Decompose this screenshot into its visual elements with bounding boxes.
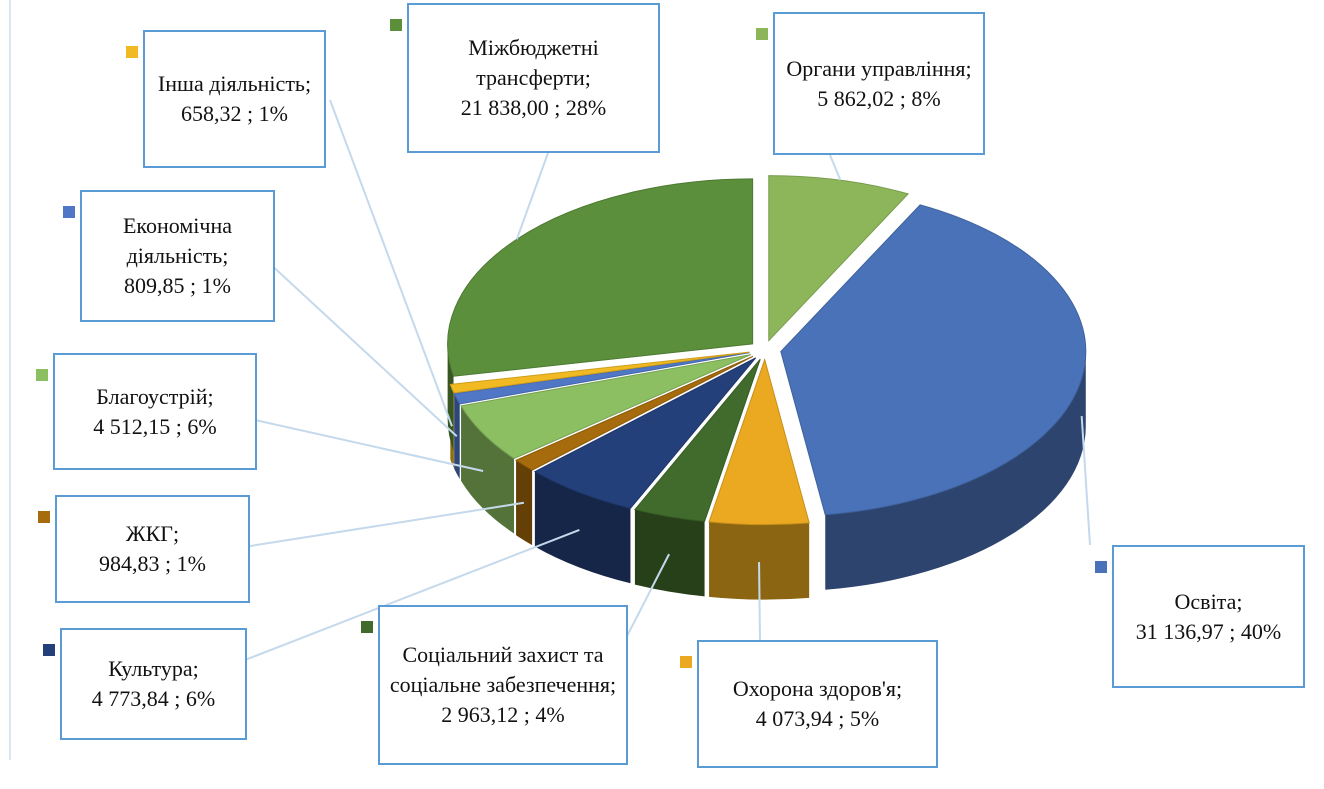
label-text: Благоустрій; 4 512,15 ; 6%: [93, 382, 216, 442]
label-text: Міжбюджетні трансферти; 21 838,00 ; 28%: [415, 33, 652, 123]
leader-line: [224, 501, 525, 551]
label-percent: ; 40%: [1229, 618, 1282, 644]
label-category: Соціальний захист та соціальне забезпече…: [389, 642, 617, 697]
label-category: Охорона здоров'я;: [732, 676, 903, 701]
label-text: Органи управління; 5 862,02 ; 8%: [786, 54, 971, 114]
label-text: Освіта; 31 136,97 ; 40%: [1136, 587, 1281, 647]
slice: [453, 352, 750, 405]
slice: [708, 357, 810, 526]
label-percent: ; 1%: [190, 273, 231, 298]
label-percent: ; 28%: [554, 95, 607, 120]
label-value: 5 862,02: [817, 85, 895, 111]
leader-line: [244, 529, 580, 661]
label-value: 4 073,94: [755, 706, 833, 731]
leader-line: [1080, 415, 1091, 546]
slice: [447, 178, 754, 377]
label-value: 31 136,97: [1135, 618, 1224, 644]
label-text: Культура; 4 773,84 ; 6%: [92, 654, 215, 714]
slice-side: [454, 393, 460, 479]
legend-swatch: [126, 46, 138, 58]
label-text: Соціальний захист та соціальне забезпече…: [386, 640, 620, 730]
slice: [460, 354, 752, 460]
data-label: ЖКГ; 984,83 ; 1%: [55, 495, 250, 603]
label-text: Інша діяльність; 658,32 ; 1%: [158, 69, 311, 129]
slice: [634, 358, 761, 522]
slice: [768, 175, 910, 342]
label-value: 984,83: [99, 551, 160, 576]
label-value: 2 963,12: [441, 702, 519, 727]
slice: [449, 351, 750, 394]
slice-sides: [447, 343, 1086, 600]
slice-side: [534, 471, 631, 584]
data-label: Благоустрій; 4 512,15 ; 6%: [53, 353, 257, 470]
label-percent: ; 1%: [165, 551, 206, 576]
slice: [533, 357, 757, 509]
slice-tops: [447, 175, 1087, 526]
label-value: 21 838,00: [460, 95, 549, 120]
data-label: Охорона здоров'я; 4 073,94 ; 5%: [697, 640, 938, 768]
data-label: Культура; 4 773,84 ; 6%: [60, 628, 247, 740]
legend-swatch: [63, 206, 75, 218]
label-text: Охорона здоров'я; 4 073,94 ; 5%: [733, 674, 902, 734]
label-percent: ; 5%: [838, 706, 880, 731]
legend-swatch: [361, 621, 373, 633]
label-category: Міжбюджетні трансферти;: [468, 35, 599, 90]
legend-swatch: [680, 656, 692, 668]
legend-swatch: [43, 644, 55, 656]
data-label: Інша діяльність; 658,32 ; 1%: [143, 30, 326, 168]
label-category: Інша діяльність;: [157, 71, 312, 96]
leader-line: [254, 419, 484, 472]
data-label: Освіта; 31 136,97 ; 40%: [1112, 545, 1305, 688]
slice-side: [516, 460, 533, 546]
slice-side: [634, 509, 705, 597]
label-text: Економічна діяльність; 809,85 ; 1%: [88, 211, 267, 301]
legend-swatch: [756, 28, 768, 40]
label-category: Органи управління;: [786, 55, 972, 81]
leader-lines: [224, 99, 1091, 661]
leader-line: [829, 154, 842, 181]
data-label: Соціальний захист та соціальне забезпече…: [378, 605, 628, 765]
leader-line: [624, 553, 670, 641]
label-text: ЖКГ; 984,83 ; 1%: [99, 519, 206, 579]
label-percent: ; 6%: [175, 413, 217, 439]
legend-swatch: [1095, 561, 1107, 573]
data-label: Органи управління; 5 862,02 ; 8%: [773, 12, 985, 155]
slice: [515, 355, 754, 471]
label-value: 4 773,84: [91, 686, 169, 711]
leader-line: [758, 562, 761, 641]
label-value: 658,32: [181, 101, 242, 126]
label-category: Економічна діяльність;: [122, 213, 232, 268]
leader-line: [254, 249, 458, 438]
label-category: Культура;: [108, 656, 199, 681]
label-category: Благоустрій;: [96, 383, 214, 409]
label-percent: ; 6%: [174, 686, 216, 711]
data-label: Міжбюджетні трансферти; 21 838,00 ; 28%: [407, 3, 660, 153]
legend-swatch: [36, 369, 48, 381]
label-category: ЖКГ;: [125, 521, 180, 546]
legend-swatch: [390, 19, 402, 31]
data-label: Економічна діяльність; 809,85 ; 1%: [80, 190, 275, 322]
label-percent: ; 8%: [899, 85, 941, 111]
slice-side: [825, 351, 1086, 590]
label-value: 4 512,15: [93, 413, 171, 439]
slice-side: [461, 405, 515, 534]
legend-swatch: [38, 511, 50, 523]
slice: [780, 204, 1087, 516]
slice-side: [709, 521, 810, 600]
label-value: 809,85: [124, 273, 185, 298]
leader-line: [515, 152, 549, 240]
label-category: Освіта;: [1174, 588, 1243, 614]
label-percent: ; 1%: [247, 101, 288, 126]
leader-line: [329, 99, 453, 427]
label-percent: ; 4%: [523, 702, 565, 727]
